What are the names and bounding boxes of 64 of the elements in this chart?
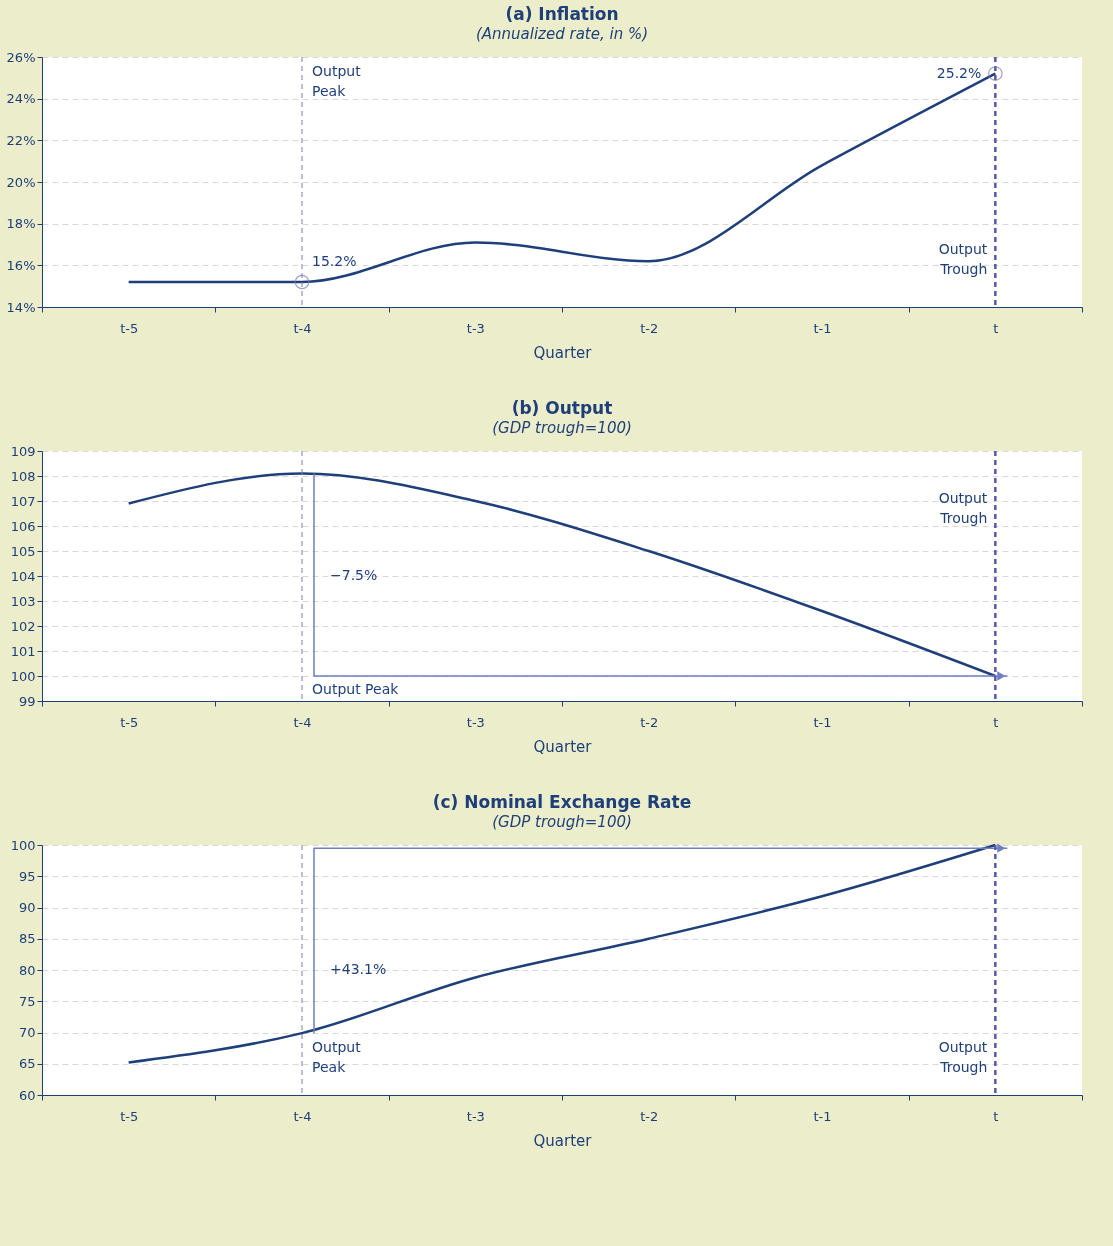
y-tick-label: 22% xyxy=(6,132,36,148)
y-tick-label: 95 xyxy=(18,868,36,884)
x-tick-label: t-1 xyxy=(813,714,832,730)
chart-title: (b) Output xyxy=(511,398,613,418)
x-tick-label: t-3 xyxy=(466,714,485,730)
x-axis-title: Quarter xyxy=(533,737,593,756)
y-tick-label: 18% xyxy=(6,216,36,232)
y-tick-label: 14% xyxy=(6,299,36,315)
x-axis-title: Quarter xyxy=(533,1131,593,1150)
x-tick-label: t-5 xyxy=(120,320,139,336)
chart-subtitle: (Annualized rate, in %) xyxy=(475,25,649,43)
y-tick-label: 107 xyxy=(10,493,36,509)
y-tick-label: 90 xyxy=(18,900,36,915)
annotation: 25.2% xyxy=(936,64,982,81)
y-tick-label: 101 xyxy=(10,643,36,659)
y-tick-label: 16% xyxy=(6,257,36,273)
x-tick-label: t-1 xyxy=(813,1108,832,1124)
ref-line-label: Output Peak xyxy=(312,1039,362,1075)
y-tick-label: 109 xyxy=(10,443,36,459)
x-axis-title: Quarter xyxy=(533,343,593,362)
y-tick-label: 106 xyxy=(10,518,36,534)
annotation: +43.1% xyxy=(330,961,387,977)
chart-title: (c) Nominal Exchange Rate xyxy=(432,792,692,812)
x-tick-label: t-2 xyxy=(640,714,659,730)
chart-subtitle: (GDP trough=100) xyxy=(492,419,632,437)
x-tick-label: t-4 xyxy=(293,320,312,336)
x-tick-label: t-1 xyxy=(813,320,832,336)
y-tick-label: 105 xyxy=(10,543,36,559)
ref-line-label: Output Peak xyxy=(312,63,362,99)
y-tick-label: 60 xyxy=(18,1087,36,1103)
y-tick-label: 100 xyxy=(10,837,36,853)
annotation: −7.5% xyxy=(330,567,378,583)
x-tick-label: t-5 xyxy=(120,1108,139,1124)
x-tick-label: t-3 xyxy=(466,320,485,336)
x-tick-label: t xyxy=(993,320,999,336)
y-tick-label: 103 xyxy=(10,593,36,609)
ref-line-label: Output Trough xyxy=(938,490,988,526)
y-tick-label: 99 xyxy=(18,693,36,709)
y-tick-label: 26% xyxy=(6,49,36,65)
y-tick-label: 100 xyxy=(10,668,36,684)
x-tick-label: t xyxy=(993,1108,999,1124)
x-tick-label: t-2 xyxy=(640,320,659,336)
y-tick-label: 85 xyxy=(18,931,36,947)
annotation: 15.2% xyxy=(312,253,357,269)
chart-subtitle: (GDP trough=100) xyxy=(492,813,632,831)
x-tick-label: t-5 xyxy=(120,714,139,730)
y-tick-label: 104 xyxy=(10,568,36,584)
ref-line-label: Output Trough xyxy=(938,241,988,277)
y-tick-label: 24% xyxy=(6,91,36,107)
x-tick-label: t xyxy=(993,714,999,730)
y-tick-label: 80 xyxy=(18,962,36,978)
y-tick-label: 108 xyxy=(10,468,36,484)
y-tick-label: 65 xyxy=(18,1056,36,1072)
ref-line-label: Output Peak xyxy=(312,681,400,697)
y-tick-label: 75 xyxy=(18,993,36,1009)
x-tick-label: t-4 xyxy=(293,1108,312,1124)
y-tick-label: 20% xyxy=(6,174,36,190)
chart-title: (a) Inflation xyxy=(505,4,619,24)
x-tick-label: t-3 xyxy=(466,1108,485,1124)
y-tick-label: 102 xyxy=(10,618,36,634)
y-tick-label: 70 xyxy=(18,1025,36,1040)
x-tick-label: t-2 xyxy=(640,1108,659,1124)
x-tick-label: t-4 xyxy=(293,714,312,730)
ref-line-label: Output Trough xyxy=(938,1039,988,1075)
